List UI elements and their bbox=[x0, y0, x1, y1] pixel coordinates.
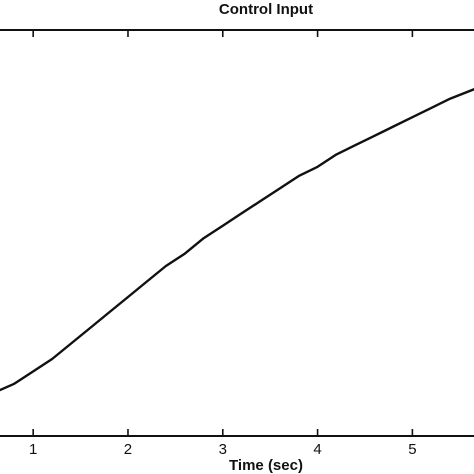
series-line bbox=[0, 88, 474, 392]
axes-frame bbox=[0, 29, 474, 437]
series-group bbox=[0, 88, 474, 392]
x-axis-label: Time (sec) bbox=[229, 457, 303, 474]
x-tick-label: 5 bbox=[408, 441, 416, 458]
x-ticks: 1 2 3 4 5 bbox=[29, 30, 417, 458]
x-tick-label: 1 bbox=[29, 441, 37, 458]
chart-title: Control Input bbox=[219, 1, 313, 18]
x-tick-label: 4 bbox=[313, 441, 321, 458]
x-tick-label: 2 bbox=[124, 441, 132, 458]
x-tick-label: 3 bbox=[219, 441, 227, 458]
